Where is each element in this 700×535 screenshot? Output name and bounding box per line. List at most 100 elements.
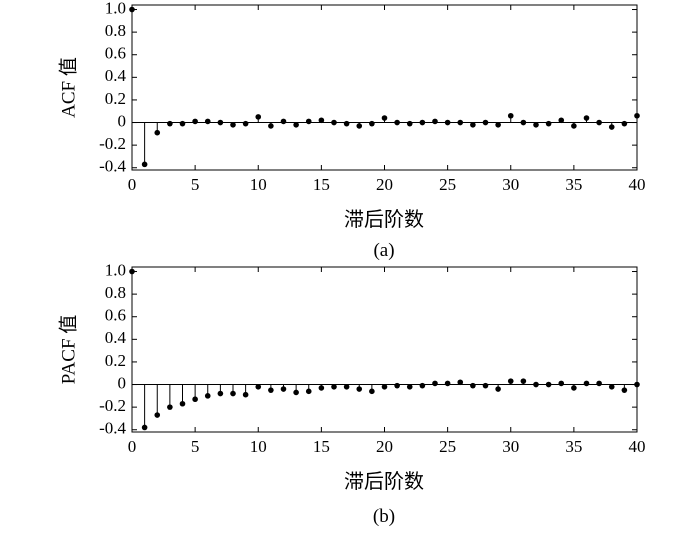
acf-y-axis-label: ACF 值 (57, 57, 79, 118)
acf-stem-marker (596, 119, 602, 126)
acf-stem-marker (432, 118, 438, 125)
pacf-x-tick-label: 35 (565, 437, 582, 456)
pacf-stem-marker (318, 385, 325, 391)
acf-stem-marker (571, 123, 577, 129)
pacf-x-tick-label: 30 (502, 437, 519, 456)
acf-stem-marker (444, 119, 451, 126)
pacf-stems (129, 268, 640, 431)
pacf-y-axis-label: PACF 值 (57, 315, 79, 385)
pacf-stem-marker (192, 396, 198, 403)
acf-stem-marker (305, 118, 312, 125)
acf-stem-marker (520, 119, 527, 126)
acf-stem-marker (419, 119, 426, 126)
pacf-stem-marker (608, 383, 615, 390)
acf-x-tick-label: 25 (439, 175, 456, 194)
pacf-stem-marker (457, 379, 464, 386)
pacf-stem-marker (571, 385, 577, 391)
acf-stem-marker (318, 117, 325, 124)
pacf-stem-marker (343, 383, 350, 390)
acf-stem-marker (179, 120, 186, 127)
acf-stem-marker (217, 119, 224, 126)
pacf-stem-marker (356, 386, 363, 392)
acf-y-tick-label: 0.4 (105, 66, 127, 85)
acf-y-tick-label: -0.4 (99, 157, 126, 176)
acf-y-tick-label: 0.6 (105, 44, 126, 63)
pacf-stem-marker (369, 388, 375, 395)
acf-y-tick-label: 0.2 (105, 89, 126, 108)
pacf-y-tick-label: 0.6 (105, 306, 126, 325)
pacf-stem-marker (583, 380, 590, 387)
pacf-x-tick-label: 10 (250, 437, 267, 456)
acf-panel: ACF 值 滞后阶数 (a) -0.4 -0.2 0 0.2 0.4 0.6 0.8 1.0 0… (57, 0, 645, 261)
acf-stem-marker (343, 120, 350, 127)
acf-stem-marker (533, 121, 539, 128)
pacf-y-tick-label: 0.2 (105, 351, 126, 370)
acf-y-tick-label: 0 (118, 111, 127, 130)
acf-stem-marker (369, 120, 375, 127)
pacf-stem-marker (621, 387, 628, 393)
acf-stem-marker (268, 123, 274, 129)
acf-stem-marker (230, 121, 236, 128)
acf-x-tick-label: 35 (565, 175, 582, 194)
pacf-stem-marker (305, 388, 312, 395)
acf-stem-marker (129, 6, 135, 13)
pacf-stem-marker (179, 400, 186, 407)
acf-y-tick-label: 1.0 (105, 0, 126, 17)
acf-stem-marker (608, 124, 615, 130)
pacf-stem-marker (381, 383, 388, 390)
pacf-stem-marker (129, 268, 135, 275)
acf-x-tick-label: 10 (250, 175, 267, 194)
acf-x-axis-label: 滞后阶数 (344, 208, 424, 231)
acf-ticks: -0.4 -0.2 0 0.2 0.4 0.6 0.8 1.0 0 5 10 15 20 25 30 35 40 (99, 0, 645, 194)
acf-x-tick-label: 30 (502, 175, 519, 194)
pacf-stem-marker (533, 381, 539, 388)
pacf-stem-marker (495, 386, 501, 392)
pacf-stem-marker (545, 381, 552, 388)
pacf-stem-marker (394, 382, 400, 389)
pacf-stem-marker (255, 383, 262, 390)
acf-x-tick-label: 15 (313, 175, 330, 194)
pacf-x-tick-label: 20 (376, 437, 393, 456)
pacf-ticks: -0.4 -0.2 0 0.2 0.4 0.6 0.8 1.0 0 5 10 15 20 25 30 35 40 (99, 260, 645, 456)
pacf-stem-marker (230, 390, 236, 397)
pacf-stem-marker (596, 380, 602, 387)
pacf-stem-marker (520, 378, 527, 384)
pacf-stem-marker (204, 393, 211, 399)
pacf-stem-marker (444, 380, 451, 387)
acf-stem-marker (470, 121, 476, 128)
acf-stem-marker (394, 119, 400, 126)
acf-y-tick-label: 0.8 (105, 21, 126, 40)
pacf-stem-marker (141, 424, 148, 431)
acf-stem-marker (482, 119, 489, 126)
acf-x-tick-label: 0 (128, 175, 137, 194)
pacf-stem-marker (217, 390, 224, 397)
acf-stem-marker (507, 112, 514, 119)
pacf-stem-marker (280, 386, 287, 392)
pacf-stem-marker (406, 383, 413, 390)
acf-stem-marker (545, 120, 552, 127)
acf-stem-marker (293, 121, 299, 128)
pacf-y-tick-label: 0.4 (105, 328, 127, 347)
pacf-y-tick-label: 0.8 (105, 283, 126, 302)
acf-stem-marker (167, 120, 173, 127)
acf-stem-marker (154, 129, 161, 136)
pacf-stem-marker (419, 382, 426, 389)
acf-y-tick-label: -0.2 (99, 134, 126, 153)
pacf-x-tick-label: 15 (313, 437, 330, 456)
acf-plot-frame (131, 4, 638, 171)
pacf-x-tick-label: 5 (191, 437, 200, 456)
acf-stems (129, 6, 640, 168)
pacf-stem-marker (242, 391, 249, 398)
acf-stem-marker (558, 117, 565, 124)
pacf-panel: PACF 值 滞后阶数 (b) -0.4 -0.2 0 0.2 0.4 0.6 0.8 1.0… (57, 260, 645, 527)
pacf-x-axis-label: 滞后阶数 (344, 470, 424, 493)
acf-stem-marker (457, 119, 464, 126)
pacf-stem-marker (154, 412, 161, 418)
pacf-caption: (b) (373, 506, 395, 527)
acf-stem-marker (634, 112, 640, 119)
pacf-stem-marker (507, 378, 514, 384)
acf-caption: (a) (373, 240, 394, 261)
acf-stem-marker (255, 114, 262, 120)
pacf-stem-marker (470, 382, 476, 389)
